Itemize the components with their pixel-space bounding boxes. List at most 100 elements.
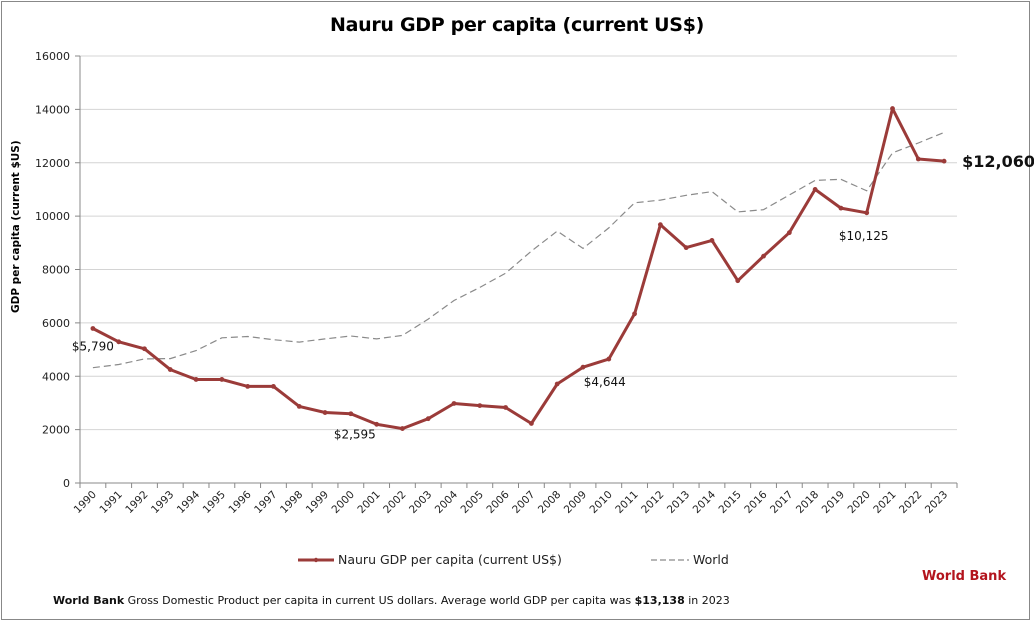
x-tick-label: 1993 — [149, 489, 176, 516]
data-point-nauru — [812, 187, 818, 192]
data-point-nauru — [838, 205, 844, 211]
data-point-nauru — [657, 222, 663, 228]
data-point-nauru — [322, 410, 328, 415]
x-tick-label: 2007 — [510, 489, 537, 516]
data-point-nauru — [606, 356, 612, 362]
data-point-nauru — [477, 403, 483, 409]
y-tick-label: 2000 — [42, 424, 70, 437]
x-tick-label: 1991 — [97, 489, 124, 516]
x-tick-label: 1996 — [226, 488, 254, 516]
data-point-nauru — [116, 339, 122, 345]
x-tick-label: 2020 — [845, 489, 872, 516]
data-point-nauru — [864, 210, 870, 216]
data-annotations: $5,790 $2,595 $4,644 $10,125 $12,060 — [72, 152, 1034, 442]
data-point-nauru — [709, 238, 715, 243]
x-tick-label: 2015 — [716, 489, 743, 516]
data-point-nauru — [735, 278, 741, 284]
x-tick-label: 2021 — [871, 489, 898, 516]
x-tick-label: 2022 — [897, 489, 924, 516]
x-tick-label: 2000 — [330, 489, 357, 516]
data-point-nauru — [400, 426, 405, 431]
x-tick-label: 2004 — [433, 488, 461, 516]
data-point-nauru — [271, 383, 276, 389]
x-tick-label: 2019 — [820, 489, 847, 516]
data-point-nauru — [786, 230, 792, 236]
x-tick-label: 1995 — [201, 489, 228, 516]
legend-item-world: World — [651, 552, 729, 567]
data-point-nauru — [632, 311, 637, 317]
axes — [75, 55, 958, 488]
data-point-nauru — [167, 367, 173, 372]
x-tick-label: 2006 — [484, 488, 512, 516]
legend-item-nauru: Nauru GDP per capita (current US$) — [298, 552, 562, 567]
x-tick-label: 1992 — [123, 489, 150, 516]
gridlines — [80, 55, 957, 431]
data-point-nauru — [219, 377, 225, 382]
series-line-nauru — [92, 107, 945, 431]
data-point-nauru — [503, 405, 509, 410]
footer-description: Gross Domestic Product per capita in cur… — [124, 594, 635, 607]
legend-nauru-label: Nauru GDP per capita (current US$) — [338, 552, 562, 567]
legend-nauru-line-icon — [298, 557, 334, 562]
data-label: $12,060 — [962, 152, 1034, 171]
data-point-nauru — [90, 326, 96, 331]
x-tick-label: 2008 — [536, 489, 563, 516]
y-tick-label: 6000 — [42, 317, 70, 330]
y-tick-label: 4000 — [42, 370, 70, 383]
x-tick-label: 1994 — [175, 488, 203, 516]
series-lines — [90, 106, 947, 431]
y-tick-label: 0 — [63, 477, 70, 490]
chart-title: Nauru GDP per capita (current US$) — [330, 14, 704, 36]
legend: Nauru GDP per capita (current US$) World — [0, 552, 1034, 570]
footer-note: World Bank Gross Domestic Product per ca… — [53, 594, 730, 607]
y-tick-label: 12000 — [35, 157, 70, 170]
data-label: $10,125 — [839, 229, 889, 243]
x-tick-label: 1999 — [304, 489, 331, 516]
x-tick-label: 2010 — [588, 489, 615, 516]
footer-suffix: in 2023 — [684, 594, 730, 607]
data-point-nauru — [554, 381, 560, 387]
y-tick-label: 8000 — [42, 264, 70, 277]
data-point-nauru — [296, 404, 302, 409]
x-tick-label: 2013 — [665, 489, 692, 516]
y-tick-labels: 0 2000 4000 6000 8000 10000 12000 14000 16000 — [35, 50, 70, 490]
x-tick-label: 2018 — [794, 489, 821, 516]
x-tick-label: 2003 — [407, 489, 434, 516]
data-point-nauru — [941, 158, 947, 164]
x-tick-label: 1998 — [278, 489, 305, 516]
x-tick-label: 2009 — [562, 489, 589, 516]
x-tick-label: 2017 — [768, 489, 795, 516]
data-point-nauru — [425, 416, 431, 422]
y-tick-label: 10000 — [35, 210, 70, 223]
data-point-nauru — [348, 411, 354, 417]
footer-source: World Bank — [53, 594, 125, 607]
brand-label: World Bank — [922, 569, 1007, 584]
x-tick-label: 2001 — [355, 489, 382, 516]
x-tick-label: 1990 — [72, 489, 99, 516]
data-label: $2,595 — [334, 428, 376, 442]
data-point-nauru — [528, 421, 534, 426]
data-point-nauru — [915, 156, 921, 162]
data-point-nauru — [193, 377, 199, 382]
x-tick-label: 2005 — [459, 489, 486, 516]
data-point-nauru — [580, 364, 586, 370]
data-label: $5,790 — [72, 339, 114, 353]
series-line-world — [92, 131, 945, 369]
x-tick-label: 1997 — [252, 489, 279, 516]
x-tick-label: 2002 — [381, 489, 408, 516]
data-point-nauru — [890, 106, 895, 111]
y-tick-label: 14000 — [35, 103, 70, 116]
y-tick-label: 16000 — [35, 50, 70, 63]
data-point-nauru — [761, 253, 766, 259]
data-point-nauru — [451, 401, 457, 406]
legend-world-label: World — [693, 552, 729, 567]
x-tick-label: 2023 — [923, 489, 950, 516]
x-tick-labels: 1990199119921993199419951996199719981999… — [72, 488, 951, 516]
data-point-nauru — [245, 383, 251, 389]
data-point-nauru — [374, 421, 380, 427]
x-tick-label: 2014 — [691, 488, 719, 516]
x-tick-label: 2011 — [613, 489, 640, 516]
data-point-nauru — [142, 346, 147, 352]
legend-world-dash-icon — [651, 558, 689, 561]
x-tick-label: 2016 — [742, 488, 770, 516]
